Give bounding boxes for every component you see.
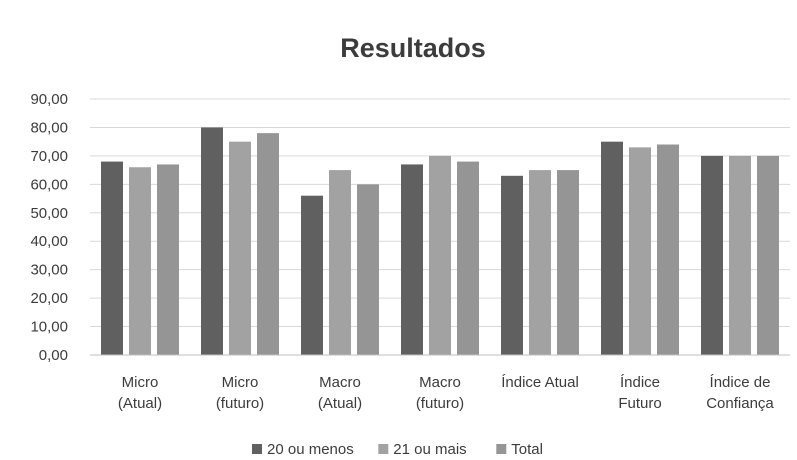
- bar: [357, 184, 379, 355]
- category-label: Futuro: [618, 395, 661, 412]
- y-tick-label: 40,00: [30, 233, 68, 250]
- category-label: Micro: [222, 374, 259, 391]
- legend-item: 20 ou menos: [252, 441, 354, 458]
- bar: [629, 147, 651, 355]
- y-tick-label: 20,00: [30, 290, 68, 307]
- y-tick-label: 0,00: [39, 347, 68, 364]
- bar: [457, 161, 479, 355]
- legend-swatch: [496, 444, 507, 454]
- y-tick-label: 10,00: [30, 319, 68, 336]
- bar: [201, 127, 223, 355]
- bar: [757, 155, 779, 355]
- bar: [501, 175, 523, 355]
- bar: [557, 170, 579, 355]
- bar: [729, 155, 751, 355]
- category-label: Índice Atual: [501, 374, 579, 391]
- y-tick-label: 30,00: [30, 262, 68, 279]
- legend-label: 21 ou mais: [393, 441, 466, 458]
- bar: [401, 164, 423, 355]
- category-label: Confiança: [706, 395, 774, 412]
- y-tick-label: 60,00: [30, 176, 68, 193]
- category-label: (futuro): [416, 395, 464, 412]
- legend-swatch: [378, 444, 389, 454]
- bar: [701, 155, 723, 355]
- bar: [529, 170, 551, 355]
- bar: [101, 161, 123, 355]
- bar: [329, 170, 351, 355]
- y-axis-ticks: 0,00 10,00 20,00 30,00 40,00 50,00 60,00 70,00 8…: [30, 91, 68, 364]
- y-tick-label: 70,00: [30, 148, 68, 165]
- bar: [157, 164, 179, 355]
- y-tick-label: 50,00: [30, 205, 68, 222]
- bar: [257, 133, 279, 355]
- category-label: Índice de: [710, 374, 771, 391]
- legend: 20 ou menos 21 ou mais Total: [252, 441, 543, 458]
- legend-swatch: [252, 444, 262, 454]
- bar: [657, 144, 679, 355]
- category-labels: Micro (Atual) Micro (futuro) Macro (Atual) Mac…: [118, 374, 775, 412]
- legend-item: Total: [496, 441, 543, 458]
- legend-item: 21 ou mais: [378, 441, 467, 458]
- bars: [101, 127, 779, 355]
- bar: [601, 141, 623, 355]
- legend-label: Total: [511, 441, 543, 458]
- category-label: Micro: [122, 374, 159, 391]
- bar: [301, 195, 323, 355]
- chart-title: Resultados: [340, 33, 486, 63]
- category-label: Macro: [419, 374, 461, 391]
- bar: [129, 167, 151, 355]
- category-label: (Atual): [118, 395, 162, 412]
- bar: [229, 141, 251, 355]
- category-label: Macro: [319, 374, 361, 391]
- y-tick-label: 90,00: [30, 91, 68, 108]
- category-label: (Atual): [318, 395, 362, 412]
- category-label: (futuro): [216, 395, 264, 412]
- bar: [429, 155, 451, 355]
- category-label: Índice: [620, 374, 660, 391]
- legend-label: 20 ou menos: [267, 441, 354, 458]
- y-tick-label: 80,00: [30, 119, 68, 136]
